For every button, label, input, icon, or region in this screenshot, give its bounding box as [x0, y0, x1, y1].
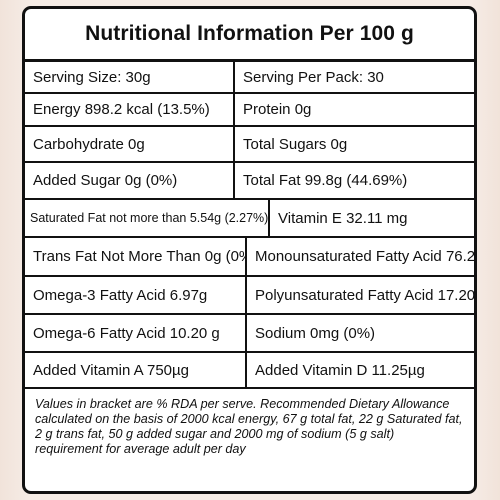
energy-value: Energy 898.2 kcal (13.5%)	[25, 94, 235, 125]
vitamin-e-value: Vitamin E 32.11 mg	[278, 209, 408, 227]
rda-footnote: Values in bracket are % RDA per serve. R…	[35, 397, 463, 456]
table-row: Added Sugar 0g (0%) Total Fat 99.8g (44.…	[25, 163, 474, 200]
omega-6-value: Omega-6 Fatty Acid 10.20 g	[25, 315, 247, 351]
polyunsaturated-fat-value: Polyunsaturated Fatty Acid 17.20g	[255, 286, 474, 304]
table-row: Omega-3 Fatty Acid 6.97g Polyunsaturated…	[25, 277, 474, 315]
table-row: Trans Fat Not More Than 0g (0%) Monounsa…	[25, 238, 474, 277]
nutrition-table: Serving Size: 30g Serving Per Pack: 30 E…	[25, 59, 474, 389]
added-sugar-value: Added Sugar 0g (0%)	[25, 163, 235, 198]
table-row: Carbohydrate 0g Total Sugars 0g	[25, 127, 474, 163]
serving-per-pack: Serving Per Pack: 30	[243, 68, 384, 86]
table-row: Saturated Fat not more than 5.54g (2.27%…	[25, 200, 474, 238]
monounsaturated-fat-value: Monounsaturated Fatty Acid 76.27g	[255, 248, 474, 265]
serving-size: Serving Size: 30g	[25, 62, 235, 92]
table-row: Added Vitamin A 750µg Added Vitamin D 11…	[25, 353, 474, 389]
label-title: Nutritional Information Per 100 g	[85, 22, 414, 45]
saturated-fat-value: Saturated Fat not more than 5.54g (2.27%…	[25, 200, 270, 236]
protein-value: Protein 0g	[243, 101, 312, 118]
total-fat-value: Total Fat 99.8g (44.69%)	[243, 172, 408, 189]
carbohydrate-value: Carbohydrate 0g	[25, 127, 235, 161]
vitamin-d-value: Added Vitamin D 11.25µg	[255, 361, 425, 379]
total-sugars-value: Total Sugars 0g	[243, 135, 348, 153]
table-row: Serving Size: 30g Serving Per Pack: 30	[25, 62, 474, 94]
sodium-value: Sodium 0mg (0%)	[255, 324, 376, 342]
vitamin-a-value: Added Vitamin A 750µg	[25, 353, 247, 387]
trans-fat-value: Trans Fat Not More Than 0g (0%)	[25, 238, 247, 275]
table-row: Omega-6 Fatty Acid 10.20 g Sodium 0mg (0…	[25, 315, 474, 353]
nutrition-label: Nutritional Information Per 100 g Servin…	[22, 6, 477, 494]
table-row: Energy 898.2 kcal (13.5%) Protein 0g	[25, 94, 474, 127]
omega-3-value: Omega-3 Fatty Acid 6.97g	[25, 277, 247, 313]
